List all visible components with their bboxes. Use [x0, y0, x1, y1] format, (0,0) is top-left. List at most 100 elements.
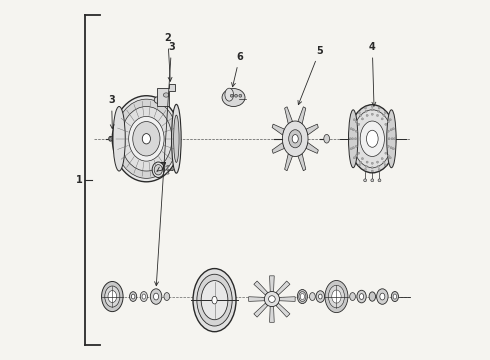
Ellipse shape: [318, 294, 322, 299]
Polygon shape: [272, 143, 284, 153]
Ellipse shape: [324, 134, 330, 143]
Ellipse shape: [197, 274, 232, 326]
Ellipse shape: [377, 289, 388, 304]
Circle shape: [355, 155, 357, 157]
Circle shape: [381, 118, 383, 120]
Ellipse shape: [115, 99, 178, 178]
Ellipse shape: [348, 110, 358, 168]
Circle shape: [355, 130, 357, 132]
Circle shape: [364, 179, 367, 182]
Ellipse shape: [392, 292, 398, 302]
Text: 1: 1: [76, 175, 82, 185]
Circle shape: [389, 119, 392, 121]
Circle shape: [354, 138, 357, 140]
Circle shape: [387, 145, 390, 147]
Circle shape: [383, 161, 385, 163]
Circle shape: [371, 105, 373, 108]
Text: 3: 3: [155, 42, 175, 286]
Circle shape: [365, 110, 368, 112]
Ellipse shape: [113, 107, 125, 171]
Circle shape: [355, 145, 357, 147]
Ellipse shape: [110, 138, 112, 140]
Circle shape: [389, 157, 392, 159]
Circle shape: [360, 114, 362, 116]
Polygon shape: [298, 107, 306, 124]
Ellipse shape: [297, 289, 307, 303]
Circle shape: [383, 114, 385, 116]
Ellipse shape: [133, 122, 160, 156]
Circle shape: [351, 138, 354, 140]
Text: 2: 2: [165, 33, 172, 81]
Ellipse shape: [310, 293, 315, 301]
Polygon shape: [254, 281, 268, 295]
Ellipse shape: [369, 292, 375, 301]
Ellipse shape: [282, 121, 308, 157]
Circle shape: [358, 152, 360, 154]
Ellipse shape: [142, 294, 146, 299]
Ellipse shape: [264, 292, 279, 307]
Circle shape: [390, 147, 392, 149]
Ellipse shape: [269, 296, 275, 302]
Circle shape: [391, 138, 393, 140]
Circle shape: [366, 161, 368, 163]
Circle shape: [358, 164, 360, 166]
Polygon shape: [285, 154, 293, 171]
Ellipse shape: [121, 107, 172, 171]
Circle shape: [377, 110, 380, 112]
Polygon shape: [276, 281, 290, 295]
Circle shape: [353, 119, 355, 121]
Ellipse shape: [109, 136, 113, 141]
Ellipse shape: [225, 88, 234, 101]
Circle shape: [377, 165, 380, 167]
Circle shape: [371, 167, 373, 169]
Ellipse shape: [167, 165, 169, 167]
Ellipse shape: [129, 116, 164, 161]
Circle shape: [365, 165, 368, 167]
Circle shape: [361, 158, 364, 160]
Ellipse shape: [105, 286, 120, 307]
Circle shape: [376, 161, 379, 163]
Polygon shape: [272, 124, 284, 135]
Circle shape: [393, 138, 395, 140]
Circle shape: [385, 123, 387, 125]
Circle shape: [371, 162, 373, 165]
Circle shape: [388, 138, 390, 140]
Ellipse shape: [316, 291, 324, 302]
Ellipse shape: [108, 291, 117, 302]
Circle shape: [384, 112, 387, 114]
Text: 5: 5: [298, 46, 323, 105]
Circle shape: [378, 107, 380, 109]
Polygon shape: [285, 107, 293, 124]
Ellipse shape: [173, 115, 179, 162]
Circle shape: [387, 121, 390, 123]
Ellipse shape: [393, 294, 397, 299]
Circle shape: [349, 138, 351, 140]
Ellipse shape: [328, 285, 344, 308]
Circle shape: [350, 128, 352, 130]
Polygon shape: [270, 307, 274, 322]
Ellipse shape: [140, 292, 147, 302]
Circle shape: [392, 128, 394, 130]
Ellipse shape: [167, 172, 169, 174]
Circle shape: [366, 114, 368, 117]
Polygon shape: [157, 84, 175, 106]
Ellipse shape: [352, 110, 392, 168]
Ellipse shape: [357, 290, 366, 303]
Circle shape: [358, 123, 360, 125]
Polygon shape: [248, 297, 264, 301]
Circle shape: [352, 129, 355, 131]
Ellipse shape: [193, 269, 236, 332]
Circle shape: [385, 152, 387, 154]
Circle shape: [387, 130, 390, 132]
Ellipse shape: [212, 296, 217, 304]
Polygon shape: [270, 276, 274, 292]
Circle shape: [235, 94, 238, 97]
Ellipse shape: [367, 130, 378, 147]
Ellipse shape: [289, 130, 302, 148]
Circle shape: [239, 94, 242, 97]
Ellipse shape: [152, 162, 165, 177]
Circle shape: [392, 148, 394, 150]
Circle shape: [390, 129, 392, 131]
Text: 4: 4: [369, 42, 376, 106]
Ellipse shape: [292, 135, 298, 143]
